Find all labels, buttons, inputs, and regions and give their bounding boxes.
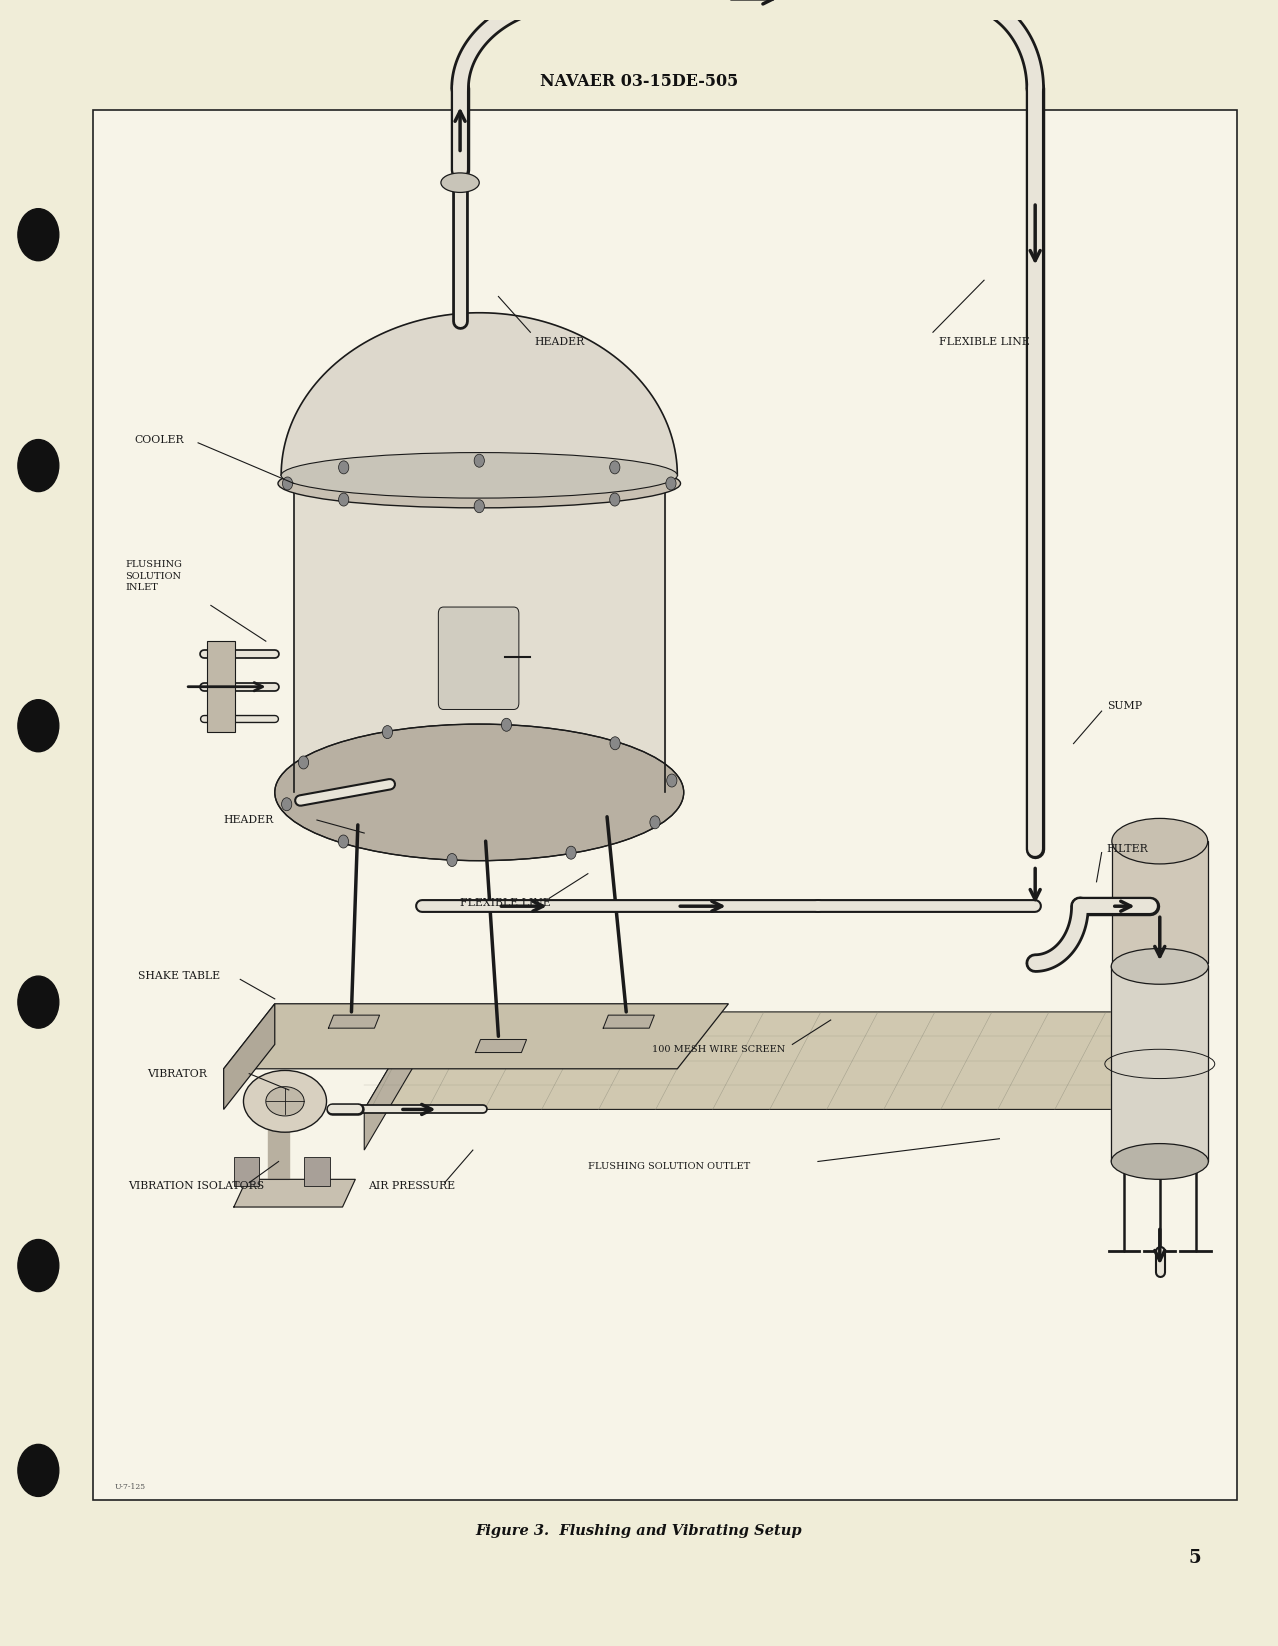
Circle shape (18, 976, 59, 1029)
Polygon shape (1118, 979, 1176, 1109)
Circle shape (18, 1445, 59, 1496)
Circle shape (610, 461, 620, 474)
Circle shape (18, 700, 59, 752)
FancyBboxPatch shape (438, 607, 519, 709)
Text: FILTER: FILTER (1107, 844, 1149, 854)
Polygon shape (328, 1016, 380, 1029)
Circle shape (18, 1239, 59, 1292)
Text: SHAKE TABLE: SHAKE TABLE (138, 971, 220, 981)
Circle shape (610, 494, 620, 505)
Text: HEADER: HEADER (224, 815, 273, 825)
Bar (93, 110, 1237, 1500)
Circle shape (282, 477, 293, 491)
Circle shape (566, 846, 576, 859)
Text: HEADER: HEADER (534, 337, 584, 347)
Text: 100 MESH WIRE SCREEN: 100 MESH WIRE SCREEN (652, 1045, 785, 1053)
Circle shape (339, 461, 349, 474)
Text: SUMP: SUMP (1107, 701, 1141, 711)
Text: FLEXIBLE LINE: FLEXIBLE LINE (460, 899, 551, 909)
Bar (1112, 841, 1208, 963)
Polygon shape (294, 484, 665, 792)
Polygon shape (364, 1012, 1176, 1109)
Text: FLUSHING
SOLUTION
INLET: FLUSHING SOLUTION INLET (125, 560, 183, 593)
Circle shape (666, 477, 676, 491)
Circle shape (610, 737, 620, 751)
Text: VIBRATION ISOLATORS: VIBRATION ISOLATORS (128, 1180, 265, 1190)
Ellipse shape (1112, 948, 1209, 984)
Ellipse shape (441, 173, 479, 193)
Circle shape (339, 494, 349, 505)
Text: Figure 3.  Flushing and Vibrating Setup: Figure 3. Flushing and Vibrating Setup (475, 1524, 803, 1537)
Circle shape (474, 454, 484, 467)
Circle shape (651, 816, 661, 830)
Text: U-7-125: U-7-125 (115, 1483, 146, 1491)
Ellipse shape (266, 1086, 304, 1116)
Ellipse shape (275, 724, 684, 861)
Polygon shape (364, 1012, 422, 1151)
Polygon shape (268, 1126, 289, 1180)
Bar (304, 1157, 330, 1185)
Ellipse shape (1112, 1144, 1209, 1180)
Ellipse shape (244, 1070, 327, 1132)
Text: FLUSHING SOLUTION OUTLET: FLUSHING SOLUTION OUTLET (588, 1162, 750, 1170)
Polygon shape (603, 1016, 654, 1029)
Circle shape (18, 439, 59, 492)
Circle shape (447, 854, 458, 866)
Text: 5: 5 (1189, 1549, 1201, 1567)
Polygon shape (224, 1004, 275, 1109)
Text: AIR PRESSURE: AIR PRESSURE (368, 1180, 455, 1190)
Text: FLEXIBLE LINE: FLEXIBLE LINE (939, 337, 1030, 347)
Circle shape (298, 756, 308, 769)
Circle shape (281, 798, 291, 811)
Circle shape (382, 726, 392, 739)
Ellipse shape (279, 459, 680, 509)
Circle shape (339, 835, 349, 848)
Polygon shape (224, 1004, 728, 1068)
Circle shape (18, 209, 59, 260)
Ellipse shape (281, 453, 677, 499)
Polygon shape (1112, 966, 1209, 1162)
Polygon shape (234, 1180, 355, 1207)
Polygon shape (281, 313, 677, 476)
Circle shape (667, 774, 677, 787)
Text: NAVAER 03-15DE-505: NAVAER 03-15DE-505 (539, 74, 739, 91)
Text: VIBRATOR: VIBRATOR (147, 1068, 207, 1078)
Circle shape (501, 718, 511, 731)
Bar (207, 642, 235, 732)
Bar (234, 1157, 259, 1185)
Polygon shape (475, 1040, 527, 1052)
Ellipse shape (1112, 818, 1208, 864)
Text: COOLER: COOLER (134, 435, 184, 444)
Circle shape (474, 500, 484, 514)
